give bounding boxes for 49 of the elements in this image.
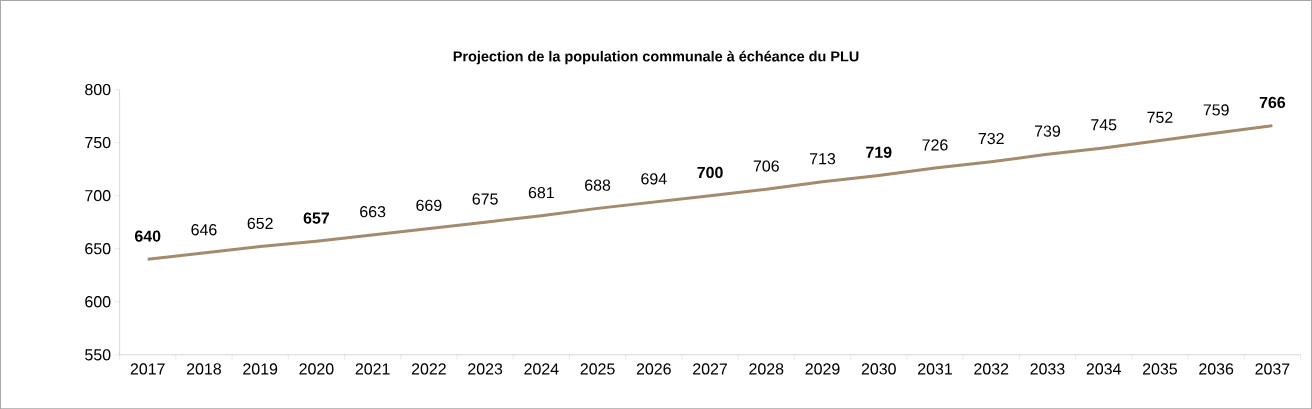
x-tick-label: 2035: [1142, 363, 1177, 375]
x-tick-label: 2033: [1030, 363, 1065, 375]
x-tick-label: 2021: [355, 363, 390, 375]
x-tick-label: 2034: [1086, 363, 1121, 375]
x-tick-label: 2024: [524, 363, 559, 375]
x-tick-label: 2026: [636, 363, 671, 375]
y-tick-label: 750: [85, 136, 111, 149]
data-label: 700: [697, 166, 723, 178]
y-tick-label: 600: [85, 295, 111, 308]
x-tick-label: 2023: [468, 363, 503, 375]
x-tick-label: 2017: [130, 363, 165, 375]
x-tick-label: 2031: [918, 363, 952, 375]
x-tick-label: 2022: [411, 363, 446, 375]
y-tick-label: 550: [85, 348, 111, 361]
data-label: 766: [1259, 96, 1286, 108]
x-tick-label: 2028: [749, 363, 784, 375]
data-label: 640: [134, 230, 161, 242]
y-tick-label: 700: [85, 189, 111, 202]
data-label: 739: [1034, 125, 1061, 137]
data-label: 732: [978, 132, 1004, 145]
x-tick-label: 2027: [693, 363, 727, 375]
data-label: 688: [585, 179, 611, 191]
data-label: 652: [247, 217, 273, 229]
data-label: 675: [472, 193, 498, 205]
data-label: 646: [191, 223, 217, 236]
data-label: 681: [528, 186, 554, 199]
data-label: 759: [1203, 104, 1229, 116]
data-label: 713: [810, 152, 836, 165]
data-label: 752: [1147, 111, 1173, 123]
data-label: 694: [641, 173, 667, 185]
chart-title: Projection de la population communale à échéance du PLU: [453, 50, 859, 65]
y-tick-label: 650: [85, 242, 111, 255]
x-tick-label: 2037: [1255, 363, 1290, 375]
data-label: 726: [922, 139, 948, 151]
x-tick-label: 2025: [580, 363, 615, 375]
data-label: 657: [303, 212, 330, 224]
x-tick-label: 2020: [299, 363, 334, 375]
x-tick-label: 2029: [805, 363, 840, 375]
x-tick-label: 2036: [1199, 363, 1234, 375]
x-tick-label: 2018: [187, 363, 221, 375]
x-tick-label: 2030: [861, 363, 896, 375]
y-tick-label: 800: [85, 83, 111, 96]
data-label: 663: [360, 205, 386, 218]
x-tick-label: 2032: [974, 363, 1009, 375]
data-label: 719: [866, 146, 892, 158]
x-tick-label: 2019: [243, 363, 278, 375]
data-label: 745: [1091, 119, 1117, 131]
data-label: 669: [416, 199, 442, 211]
data-label: 706: [753, 160, 779, 172]
